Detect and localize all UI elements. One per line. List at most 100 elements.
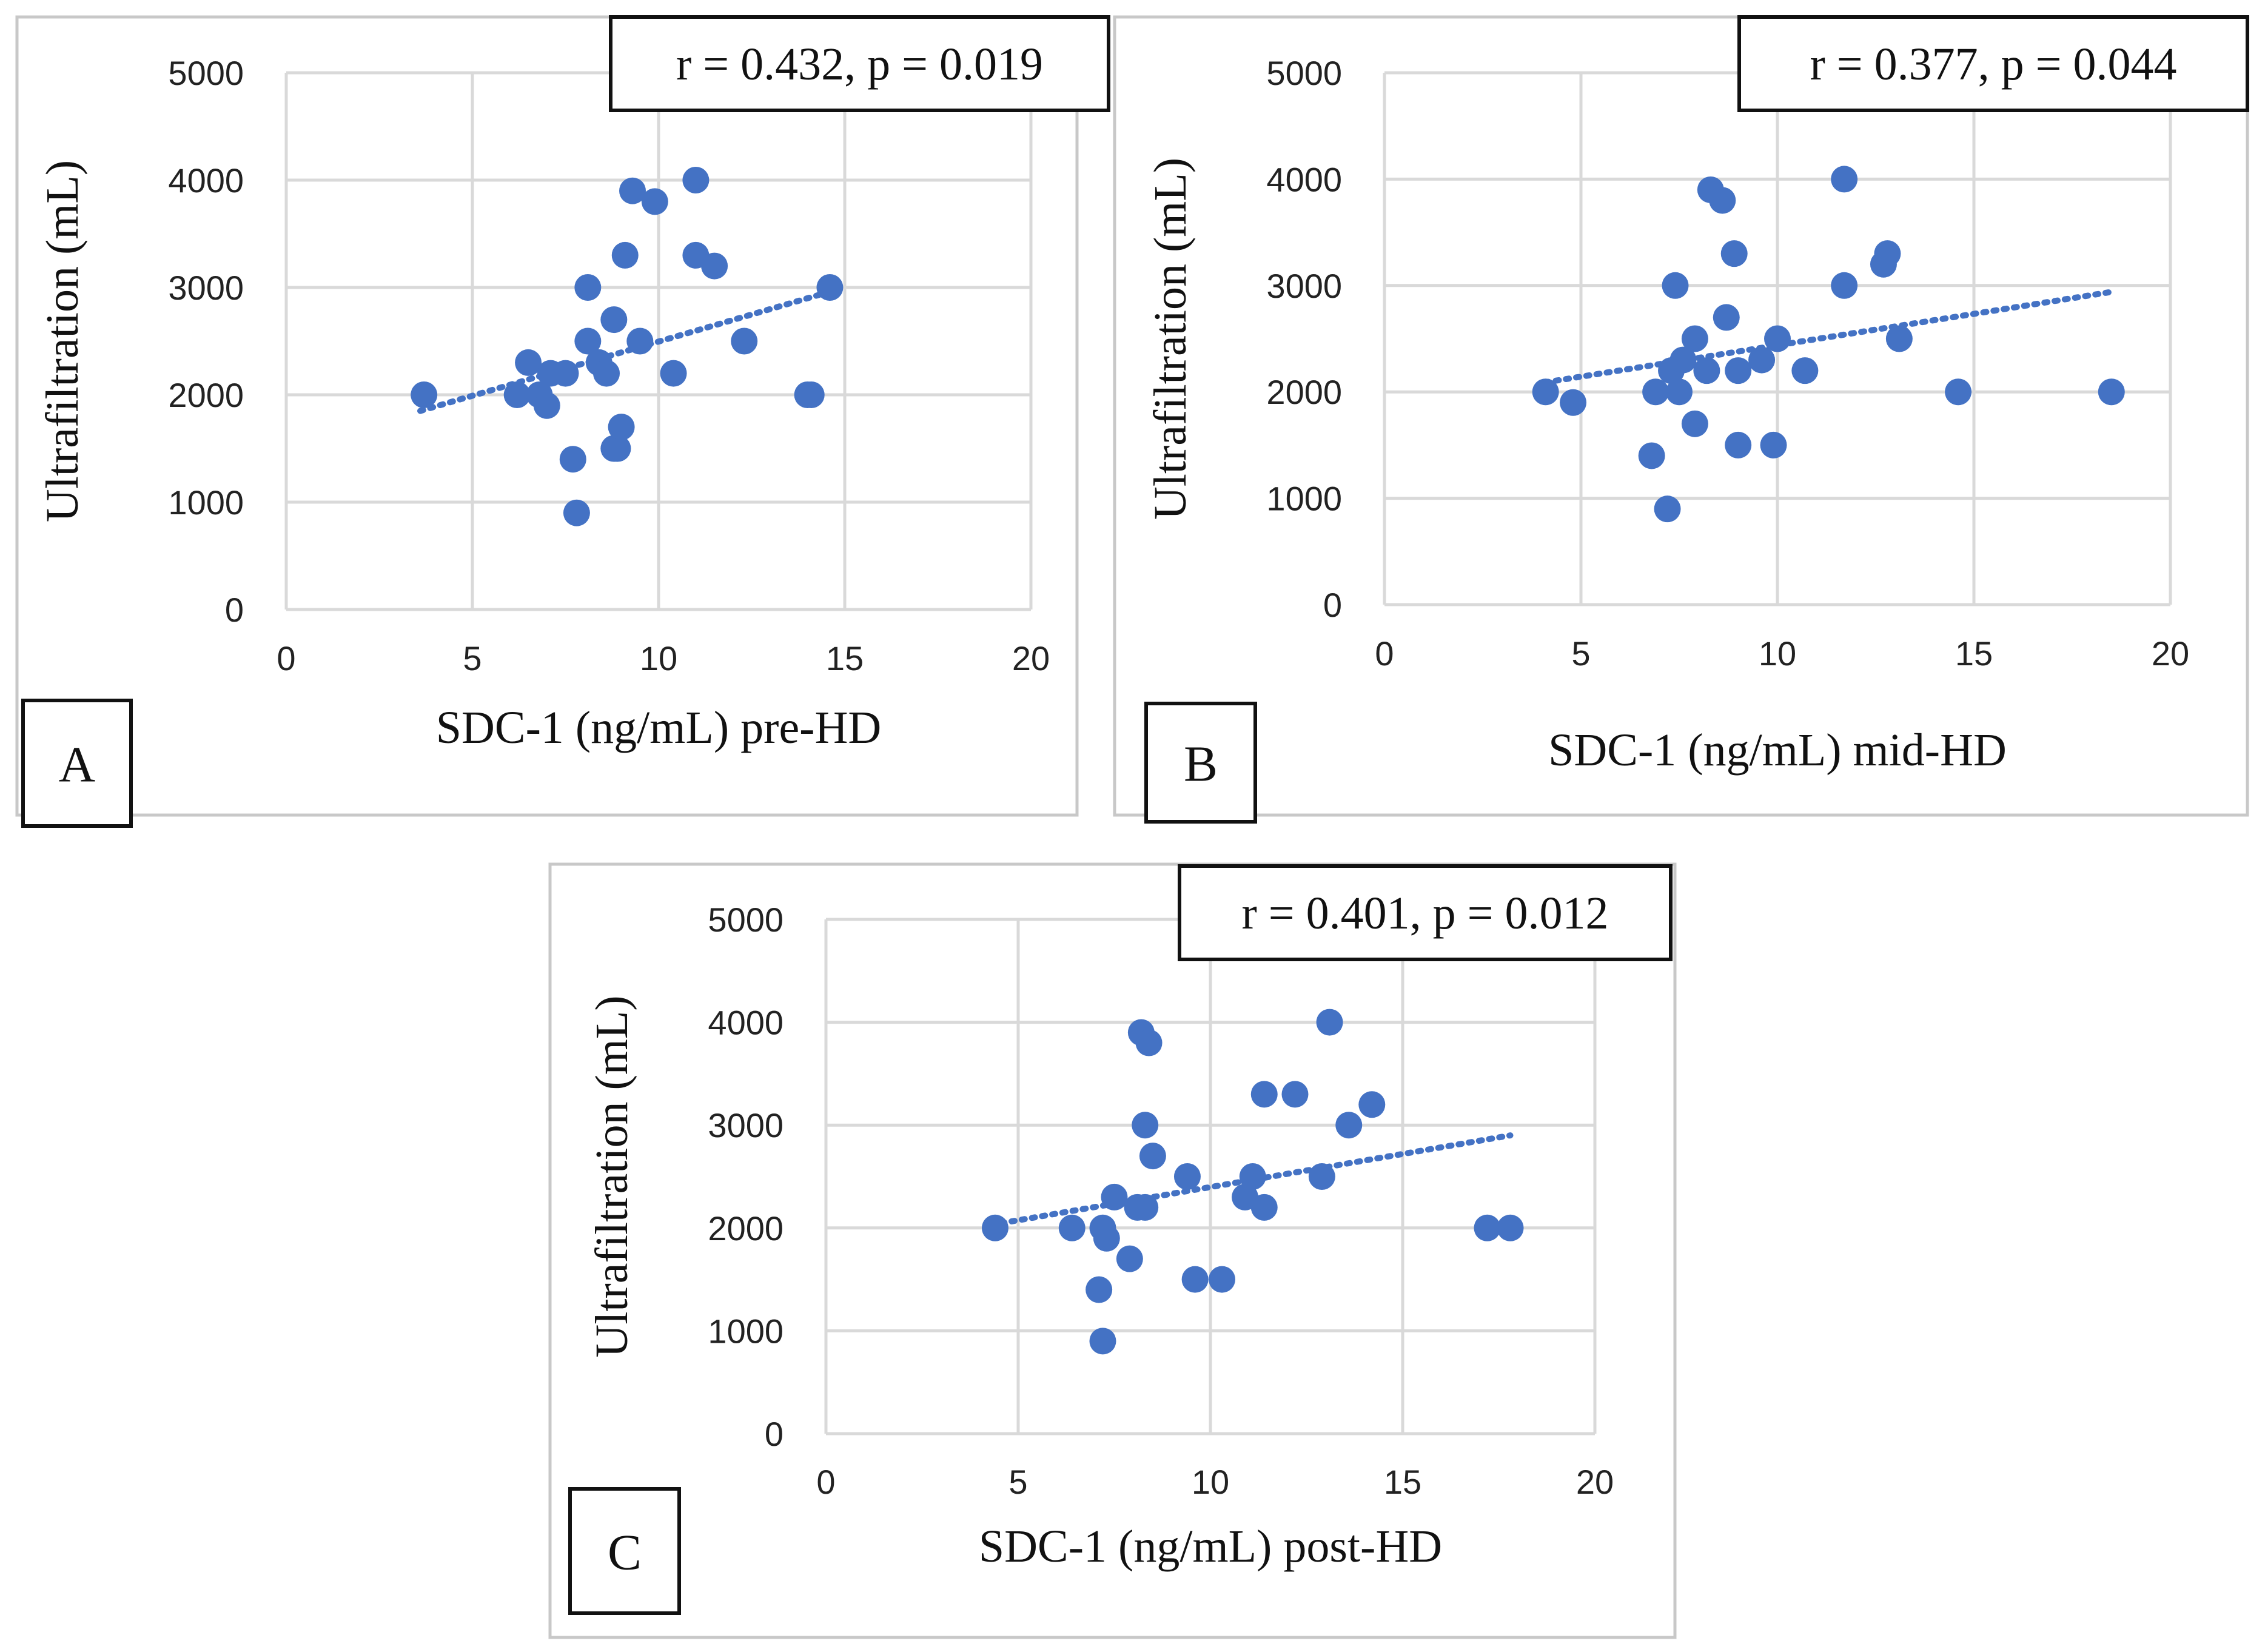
panel-c: 0 1000 2000 3000 4000 5000 0 5 10 15 20 SDC-1 (ng/m…: [548, 862, 1677, 1639]
gridlines: [824, 918, 1597, 1435]
y-tick-label: 5000: [168, 54, 244, 92]
y-tick-label: 2000: [1266, 373, 1342, 411]
y-tick-label: 2000: [708, 1209, 784, 1247]
data-point: [1132, 1194, 1159, 1221]
data-point: [1209, 1266, 1236, 1293]
data-point: [1945, 378, 1972, 406]
y-tick-label: 3000: [168, 269, 244, 307]
x-tick-label: 15: [1955, 634, 1993, 673]
y-tick-label: 5000: [1266, 54, 1342, 92]
y-tick-label: 3000: [1266, 267, 1342, 305]
panel-frame: [548, 862, 1677, 1639]
x-tick-label: 5: [1571, 634, 1590, 673]
data-point: [1135, 1029, 1163, 1056]
stats-label: r = 0.377, p = 0.044: [1810, 39, 2176, 90]
data-point: [816, 274, 844, 301]
data-point: [503, 381, 531, 408]
panel-letter: C: [608, 1525, 642, 1581]
data-point: [1132, 1112, 1159, 1139]
y-tick-label: 3000: [708, 1106, 784, 1144]
data-point: [641, 188, 668, 215]
data-point: [1831, 272, 1858, 299]
data-point: [1101, 1183, 1128, 1210]
y-tick-label: 0: [1323, 586, 1342, 624]
data-point: [1058, 1214, 1086, 1241]
y-axis-title: Ultrafiltration (mL): [37, 160, 88, 522]
data-point: [1116, 1245, 1143, 1272]
data-points: [1532, 166, 2125, 523]
y-tick-label: 0: [765, 1415, 784, 1453]
data-point: [515, 349, 542, 376]
data-point: [1791, 357, 1819, 384]
data-point: [1681, 410, 1708, 437]
x-tick-label: 0: [816, 1463, 835, 1501]
panel-b: 0 1000 2000 3000 4000 5000 0 5 10 15 20 SDC-1 (ng/m…: [1113, 15, 2249, 824]
y-axis-title: Ultrafiltration (mL): [586, 995, 637, 1357]
stats-box: [1737, 15, 2249, 112]
x-tick-label: 20: [1012, 639, 1050, 677]
data-point: [1720, 240, 1748, 267]
x-tick-label: 10: [1192, 1463, 1229, 1501]
data-point: [1748, 346, 1776, 374]
data-point: [682, 167, 710, 193]
data-point: [1173, 1163, 1201, 1190]
y-tick-label: 4000: [708, 1004, 784, 1042]
data-point: [1532, 378, 1559, 406]
data-point: [1654, 495, 1681, 523]
y-axis-title: Ultrafiltration (mL): [1145, 158, 1196, 520]
data-point: [1638, 442, 1665, 469]
stats-label: r = 0.401, p = 0.012: [1241, 888, 1608, 939]
data-point: [1681, 325, 1708, 352]
trendline: [417, 289, 833, 414]
x-axis-title: SDC-1 (ng/mL) mid-HD: [1548, 725, 2007, 776]
panel-a: 0 1000 2000 3000 4000 5000 0 5 10 15 20 SDC-1 (ng/m…: [15, 15, 1110, 828]
data-point: [574, 327, 602, 355]
data-point: [574, 274, 602, 301]
data-point: [552, 360, 579, 387]
data-point: [1760, 431, 1787, 458]
data-point: [1250, 1194, 1278, 1221]
data-point: [1709, 187, 1736, 214]
x-tick-label: 20: [2152, 634, 2189, 673]
x-tick-label: 10: [1759, 634, 1796, 673]
gridlines: [1383, 71, 2172, 606]
data-point: [1642, 378, 1669, 406]
x-tick-label: 15: [1384, 1463, 1421, 1501]
y-tick-label: 1000: [1266, 480, 1342, 518]
data-point: [600, 306, 628, 334]
data-point: [411, 381, 438, 408]
data-point: [1764, 325, 1791, 352]
y-tick-label: 4000: [1266, 160, 1342, 198]
data-point: [981, 1214, 1008, 1241]
data-point: [1666, 378, 1693, 406]
panel-letter-box: [21, 699, 133, 828]
x-tick-label: 10: [640, 639, 677, 677]
x-tick-label: 5: [1008, 1463, 1027, 1501]
data-point: [2098, 378, 2125, 406]
x-axis-title: SDC-1 (ng/mL) post-HD: [979, 1521, 1442, 1572]
data-point: [1560, 389, 1587, 416]
y-tick-label: 0: [225, 591, 244, 629]
data-point: [1281, 1081, 1309, 1108]
data-point: [660, 360, 687, 387]
data-point: [1308, 1163, 1335, 1190]
data-point: [1474, 1214, 1501, 1241]
data-point: [611, 241, 639, 269]
panel-letter: B: [1184, 736, 1218, 793]
data-points: [411, 167, 844, 526]
data-point: [1713, 304, 1740, 331]
data-point: [1358, 1091, 1386, 1118]
data-point: [1250, 1081, 1278, 1108]
data-point: [1316, 1009, 1343, 1036]
data-point: [608, 414, 635, 441]
data-point: [626, 327, 654, 355]
stats-label: r = 0.432, p = 0.019: [676, 39, 1043, 90]
data-point: [593, 360, 620, 387]
data-point: [1139, 1143, 1166, 1170]
data-point: [619, 177, 646, 204]
panel-letter-box: [568, 1487, 681, 1615]
data-point: [1335, 1112, 1363, 1139]
panel-letter-box: [1144, 702, 1257, 824]
data-point: [1181, 1266, 1209, 1293]
